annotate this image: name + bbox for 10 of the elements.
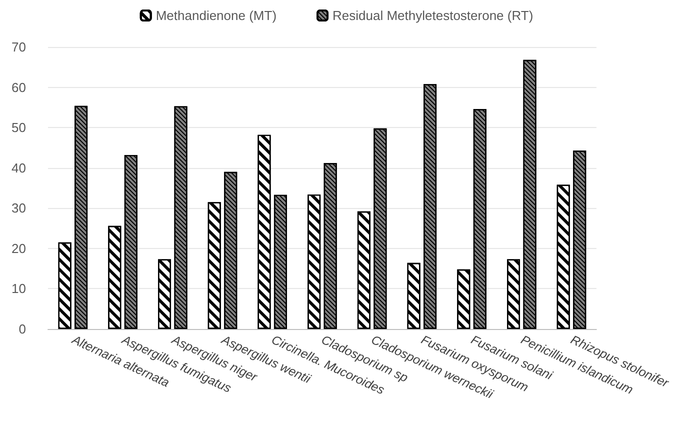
y-tick-label: 0 — [18, 322, 26, 336]
y-tick-label: 30 — [12, 200, 26, 216]
y-tick-label: 50 — [12, 120, 26, 136]
legend-label: Residual Methyletestosterone (RT) — [332, 8, 534, 23]
y-tick-label: 20 — [12, 240, 26, 256]
y-tick-label: 10 — [12, 281, 26, 296]
y-tick-label: 70 — [12, 40, 26, 54]
y-tick-label: 40 — [12, 160, 26, 176]
legend-label: Methandienone (MT) — [156, 8, 277, 23]
y-tick-label: 60 — [12, 80, 26, 95]
